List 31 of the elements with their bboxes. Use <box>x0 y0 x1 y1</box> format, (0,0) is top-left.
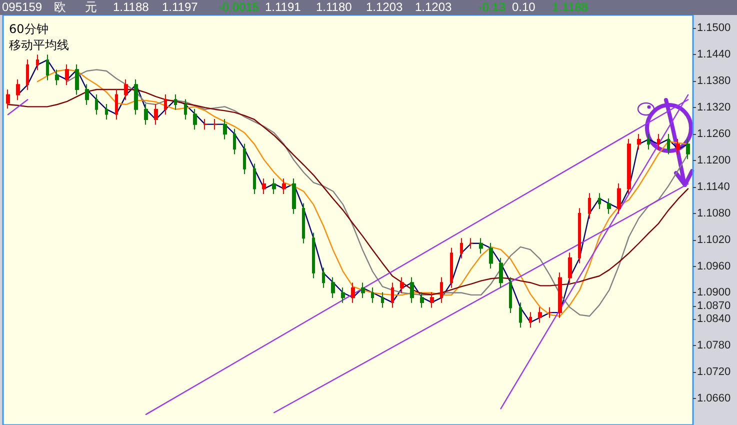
y-tick-label: 1.0870 <box>697 300 731 312</box>
y-tick-label: 1.1080 <box>697 207 731 220</box>
y-tick-label: 1.0900 <box>697 286 731 299</box>
y-tick-label: 1.0840 <box>697 313 731 326</box>
text: 1.1203 <box>415 0 452 15</box>
y-tick-label: 1.1260 <box>697 128 731 140</box>
text: -0.0015 <box>218 0 259 15</box>
text: 1.1197 <box>162 0 198 15</box>
text: 095159 <box>2 0 42 15</box>
text: 1.1188 <box>113 0 149 15</box>
y-tick-label: 1.1440 <box>697 48 731 61</box>
text: 欧 <box>54 0 66 15</box>
y-tick-label: 1.0960 <box>697 260 731 272</box>
text: 60分钟 <box>9 22 48 36</box>
y-tick-label: 1.0660 <box>697 392 731 405</box>
text: 1.1203 <box>366 0 403 15</box>
text: 0.10 <box>512 0 536 15</box>
text: 1.1188 <box>552 0 588 15</box>
text: 移动平均线 <box>9 38 69 52</box>
y-tick-label: 1.1380 <box>697 75 731 88</box>
text: 1.1180 <box>316 0 352 15</box>
y-tick-label: 1.1200 <box>697 154 731 166</box>
text: -0.13 <box>478 0 506 15</box>
y-tick-label: 1.1500 <box>697 22 731 34</box>
y-tick-label: 1.0720 <box>697 366 731 378</box>
y-tick-label: 1.1320 <box>697 102 731 114</box>
y-tick-label: 1.1020 <box>697 234 731 246</box>
text: 1.1191 <box>265 0 301 15</box>
y-tick-label: 1.0780 <box>697 340 731 352</box>
text: 元 <box>85 0 97 15</box>
y-tick-label: 1.1140 <box>697 180 730 193</box>
